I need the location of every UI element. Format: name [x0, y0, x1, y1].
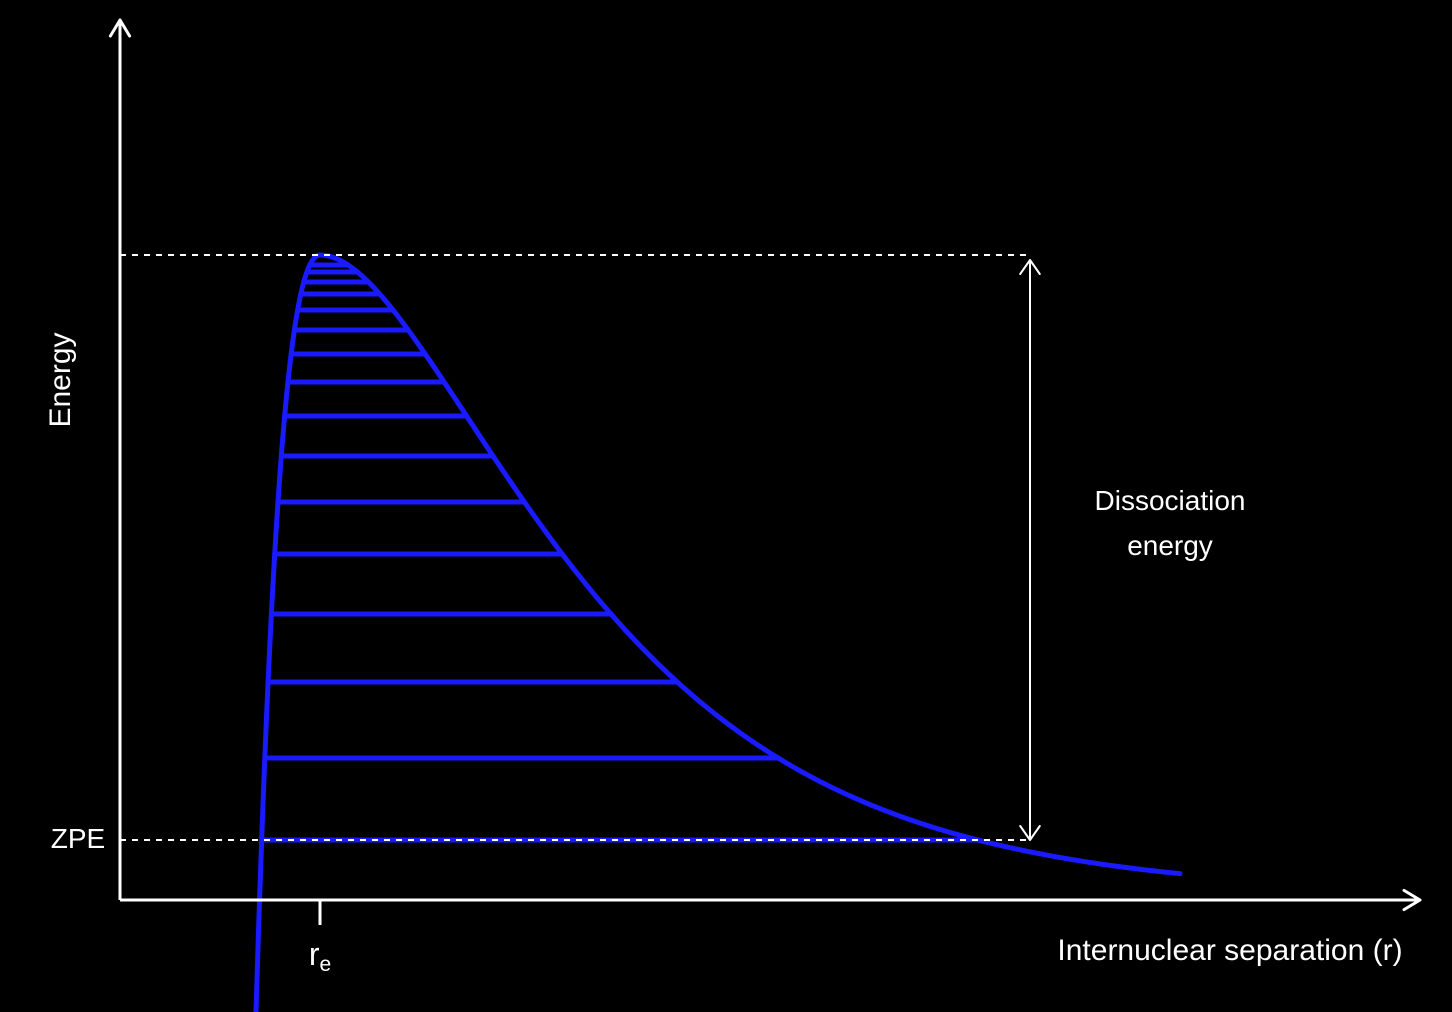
x-axis-label: Internuclear separation (r)	[1057, 934, 1402, 967]
morse-potential-diagram: EnergyInternuclear separation (r)reZPEDi…	[0, 0, 1452, 1012]
zpe-label: ZPE	[51, 823, 105, 854]
y-axis-label: Energy	[44, 332, 77, 427]
dissociation-label-line1: Dissociation	[1095, 485, 1246, 516]
dissociation-label-line2: energy	[1127, 530, 1213, 561]
